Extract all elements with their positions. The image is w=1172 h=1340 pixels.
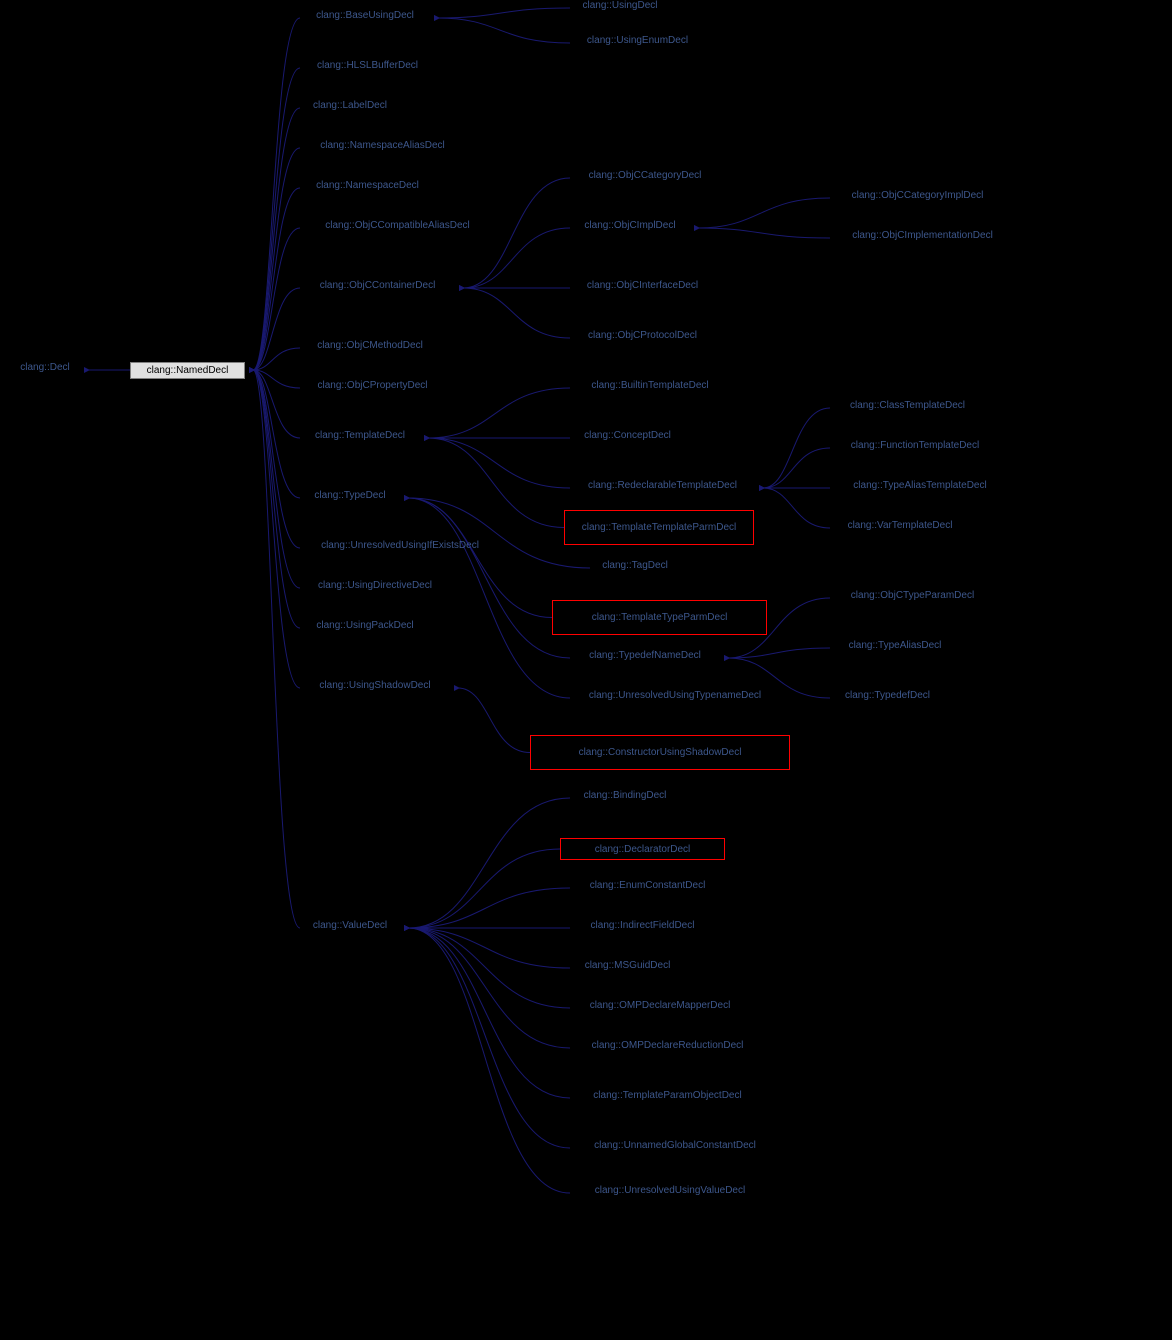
node-unresolvedusingvalue[interactable]: clang::UnresolvedUsingValueDecl bbox=[570, 1185, 770, 1196]
edge-hlslbuffer-named bbox=[253, 68, 300, 370]
edge-objccategoryimpl-objcimpl bbox=[698, 198, 830, 228]
node-templateparm[interactable]: clang::TemplateTemplateParmDecl bbox=[564, 510, 754, 545]
node-declarator[interactable]: clang::DeclaratorDecl bbox=[560, 838, 725, 860]
node-label[interactable]: clang::LabelDecl bbox=[300, 100, 400, 111]
node-named: clang::NamedDecl bbox=[130, 362, 245, 379]
edge-templateparamobj-value bbox=[408, 928, 570, 1098]
edge-ompdeclaremapper-value bbox=[408, 928, 570, 1008]
edge-unnamedglobal-value bbox=[408, 928, 570, 1148]
node-using[interactable]: clang::UsingDecl bbox=[570, 0, 670, 11]
node-ctorusingshadow[interactable]: clang::ConstructorUsingShadowDecl bbox=[530, 735, 790, 770]
node-typealias[interactable]: clang::TypeAliasDecl bbox=[830, 640, 960, 651]
node-ompdeclaremapper[interactable]: clang::OMPDeclareMapperDecl bbox=[570, 1000, 750, 1011]
node-namespace[interactable]: clang::NamespaceDecl bbox=[300, 180, 435, 191]
node-objcmethod[interactable]: clang::ObjCMethodDecl bbox=[300, 340, 440, 351]
node-value[interactable]: clang::ValueDecl bbox=[300, 920, 400, 931]
node-usingshadow[interactable]: clang::UsingShadowDecl bbox=[300, 680, 450, 691]
edge-binding-value bbox=[408, 798, 570, 928]
edge-templateparm-template bbox=[428, 438, 564, 528]
edge-ctorusingshadow-usingshadow bbox=[458, 688, 530, 753]
edge-using-baseusing bbox=[438, 8, 570, 18]
edge-usingenum-baseusing bbox=[438, 18, 570, 43]
edge-objccategory-objccontainer bbox=[463, 178, 570, 288]
node-baseusing[interactable]: clang::BaseUsingDecl bbox=[300, 10, 430, 21]
edge-functiontemplate-redecltemplate bbox=[763, 448, 830, 488]
edge-unresolvedusingvalue-value bbox=[408, 928, 570, 1193]
edge-typedef-type bbox=[408, 498, 570, 658]
edge-value-named bbox=[253, 370, 300, 928]
node-enumconst[interactable]: clang::EnumConstantDecl bbox=[570, 880, 725, 891]
node-usingenum[interactable]: clang::UsingEnumDecl bbox=[570, 35, 705, 46]
node-type[interactable]: clang::TypeDecl bbox=[300, 490, 400, 501]
edge-enumconst-value bbox=[408, 888, 570, 928]
node-templateparamobj[interactable]: clang::TemplateParamObjectDecl bbox=[570, 1090, 765, 1101]
node-typedef[interactable]: clang::TypedefNameDecl bbox=[570, 650, 720, 661]
node-objccontainer[interactable]: clang::ObjCContainerDecl bbox=[300, 280, 455, 291]
node-redecltemplate[interactable]: clang::RedeclarableTemplateDecl bbox=[570, 480, 755, 491]
node-namespacealias[interactable]: clang::NamespaceAliasDecl bbox=[300, 140, 465, 151]
node-binding[interactable]: clang::BindingDecl bbox=[570, 790, 680, 801]
node-classtemplate[interactable]: clang::ClassTemplateDecl bbox=[830, 400, 985, 411]
node-unresolvedtypename[interactable]: clang::UnresolvedUsingTypenameDecl bbox=[570, 690, 780, 701]
edge-namespace-named bbox=[253, 188, 300, 370]
edge-vartemplate-redecltemplate bbox=[763, 488, 830, 528]
edge-usingpack-named bbox=[253, 370, 300, 628]
node-objctypeparam[interactable]: clang::ObjCTypeParamDecl bbox=[830, 590, 995, 601]
node-vartemplate[interactable]: clang::VarTemplateDecl bbox=[830, 520, 970, 531]
edge-ompdeclarereduction-value bbox=[408, 928, 570, 1048]
node-builtintemplate[interactable]: clang::BuiltinTemplateDecl bbox=[570, 380, 730, 391]
node-msguid[interactable]: clang::MSGuidDecl bbox=[570, 960, 685, 971]
node-decl[interactable]: clang::Decl bbox=[10, 362, 80, 373]
edge-redecltemplate-template bbox=[428, 438, 570, 488]
edge-templatetypeparm-type bbox=[408, 498, 552, 618]
node-template[interactable]: clang::TemplateDecl bbox=[300, 430, 420, 441]
edge-objcprotocol-objccontainer bbox=[463, 288, 570, 338]
node-objcimpl[interactable]: clang::ObjCImplDecl bbox=[570, 220, 690, 231]
node-objcimplementation[interactable]: clang::ObjCImplementationDecl bbox=[830, 230, 1015, 241]
node-objcinterface[interactable]: clang::ObjCInterfaceDecl bbox=[570, 280, 715, 291]
node-hlslbuffer[interactable]: clang::HLSLBufferDecl bbox=[300, 60, 435, 71]
node-templatetypeparm[interactable]: clang::TemplateTypeParmDecl bbox=[552, 600, 767, 635]
node-objcproperty[interactable]: clang::ObjCPropertyDecl bbox=[300, 380, 445, 391]
edge-objcimplementation-objcimpl bbox=[698, 228, 830, 238]
edge-builtintemplate-template bbox=[428, 388, 570, 438]
node-objcprotocol[interactable]: clang::ObjCProtocolDecl bbox=[570, 330, 715, 341]
inheritance-edges bbox=[0, 0, 1172, 1340]
node-ompdeclarereduction[interactable]: clang::OMPDeclareReductionDecl bbox=[570, 1040, 765, 1051]
node-objccategory[interactable]: clang::ObjCCategoryDecl bbox=[570, 170, 720, 181]
node-usingdirective[interactable]: clang::UsingDirectiveDecl bbox=[300, 580, 450, 591]
edge-typealias-typedef bbox=[728, 648, 830, 658]
node-tag[interactable]: clang::TagDecl bbox=[590, 560, 680, 571]
node-functiontemplate[interactable]: clang::FunctionTemplateDecl bbox=[830, 440, 1000, 451]
node-usingpack[interactable]: clang::UsingPackDecl bbox=[300, 620, 430, 631]
edge-objcimpl-objccontainer bbox=[463, 228, 570, 288]
node-typedef2[interactable]: clang::TypedefDecl bbox=[830, 690, 945, 701]
node-indirectfield[interactable]: clang::IndirectFieldDecl bbox=[570, 920, 715, 931]
edge-baseusing-named bbox=[253, 18, 300, 370]
edge-classtemplate-redecltemplate bbox=[763, 408, 830, 488]
node-unnamedglobal[interactable]: clang::UnnamedGlobalConstantDecl bbox=[570, 1140, 780, 1151]
node-objccategoryimpl[interactable]: clang::ObjCCategoryImplDecl bbox=[830, 190, 1005, 201]
node-concept[interactable]: clang::ConceptDecl bbox=[570, 430, 685, 441]
edge-declarator-value bbox=[408, 849, 560, 928]
node-objccompat[interactable]: clang::ObjCCompatibleAliasDecl bbox=[300, 220, 495, 231]
edge-msguid-value bbox=[408, 928, 570, 968]
node-typealiastemplate[interactable]: clang::TypeAliasTemplateDecl bbox=[830, 480, 1010, 491]
node-unresolvedusing[interactable]: clang::UnresolvedUsingIfExistsDecl bbox=[300, 540, 500, 551]
